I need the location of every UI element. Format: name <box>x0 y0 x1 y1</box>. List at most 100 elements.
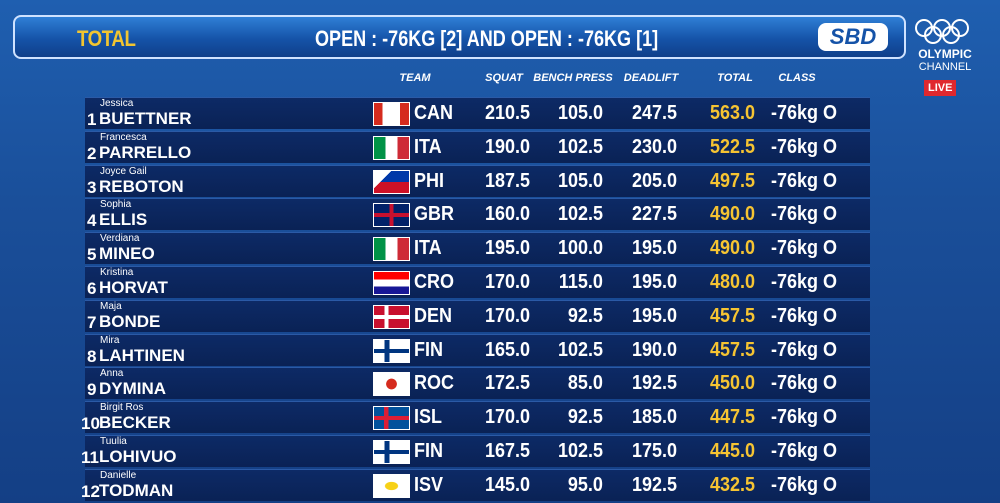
table-row: 2 Francesca PARRELLO ITA 190.0 102.5 230.0 522.… <box>85 130 870 163</box>
bench-press: 115.0 <box>558 271 603 293</box>
last-name: PARRELLO <box>99 142 192 162</box>
last-name: LAHTINEN <box>99 345 185 365</box>
first-name: Birgit Ros <box>100 402 144 414</box>
deadlift: 195.0 <box>631 271 677 293</box>
squat: 170.0 <box>484 304 530 327</box>
column-header: DEADLIFT <box>623 72 679 84</box>
team: FIN <box>414 440 443 462</box>
bench-press: 100.0 <box>557 237 603 260</box>
class: -76kg O <box>771 440 838 462</box>
flag <box>373 271 410 295</box>
deadlift: 185.0 <box>631 406 677 429</box>
event-name: OPEN : -76KG [2] AND OPEN : -76KG [1] <box>315 26 659 51</box>
rank: 5 <box>87 245 97 265</box>
class: -76kg O <box>771 271 838 293</box>
flag <box>373 304 410 329</box>
class: -76kg O <box>771 304 838 327</box>
first-name: Mira <box>100 334 120 346</box>
table-row: 10 Birgit Ros BECKER ISL 170.0 92.5 185.0 447.5… <box>81 401 870 434</box>
table-row: 7 Maja BONDE DEN 170.0 92.5 195.0 457.5 -76kg O <box>85 299 870 332</box>
flag <box>373 135 410 160</box>
table-row: 4 Sophia ELLIS GBR 160.0 102.5 227.5 490.0 -76kg… <box>85 198 870 231</box>
total: 497.5 <box>709 169 755 192</box>
team: ITA <box>414 135 442 158</box>
bench-press: 85.0 <box>567 372 603 395</box>
team: ROC <box>414 372 455 395</box>
total: 450.0 <box>709 372 755 395</box>
team: ITA <box>414 237 442 260</box>
live-badge: LIVE <box>924 80 957 96</box>
team: ISV <box>414 473 444 496</box>
first-name: Sophia <box>100 199 132 211</box>
column-header: BENCH PRESS <box>533 72 613 84</box>
last-name: REBOTON <box>99 176 184 196</box>
first-name: Kristina <box>100 267 134 278</box>
last-name: TODMAN <box>99 480 174 500</box>
first-name: Verdiana <box>100 233 140 245</box>
class: -76kg O <box>771 169 838 192</box>
table-row: 1 Jessica BUETTNER CAN 210.5 105.0 247.5 563.0-… <box>85 97 870 129</box>
class: -76kg O <box>771 406 838 429</box>
total: 457.5 <box>709 338 755 361</box>
rank: 2 <box>87 143 97 163</box>
squat: 167.5 <box>484 440 530 462</box>
rank: 3 <box>87 177 97 197</box>
first-name: Joyce Gail <box>100 165 147 177</box>
bench-press: 105.0 <box>557 102 603 124</box>
last-name: HORVAT <box>99 278 168 297</box>
last-name: LOHIVUO <box>99 447 177 466</box>
squat: 172.5 <box>484 372 530 395</box>
first-name: Francesca <box>100 131 147 143</box>
class: -76kg O <box>771 338 838 361</box>
deadlift: 190.0 <box>631 338 677 361</box>
column-header: TOTAL <box>717 72 753 84</box>
squat: 187.5 <box>484 169 530 192</box>
team: GBR <box>414 203 455 226</box>
bench-press: 95.0 <box>567 473 603 496</box>
table-row: 9 Anna DYMINA ROC 172.5 85.0 192.5 450.0 -76kg O <box>85 367 870 400</box>
total: 490.0 <box>709 203 755 226</box>
olympic-rings <box>915 19 969 44</box>
last-name: DYMINA <box>99 379 167 399</box>
deadlift: 192.5 <box>631 372 677 395</box>
first-name: Tuulia <box>100 436 127 447</box>
first-name: Jessica <box>100 98 134 109</box>
squat: 170.0 <box>484 406 530 429</box>
column-header: TEAM <box>399 72 431 84</box>
column-header: CLASS <box>778 72 816 84</box>
rank: 10 <box>81 414 100 434</box>
last-name: BECKER <box>99 413 171 433</box>
flag <box>373 203 410 228</box>
bench-press: 102.5 <box>557 203 603 226</box>
bench-press: 102.5 <box>557 440 603 462</box>
deadlift: 195.0 <box>631 304 677 327</box>
first-name: Danielle <box>100 469 137 481</box>
sponsor-logo: SBD <box>818 23 888 51</box>
title: TOTAL <box>77 26 136 51</box>
rank: 8 <box>87 346 97 366</box>
flag <box>373 372 410 397</box>
channel-name: OLYMPIC <box>918 47 972 61</box>
rank: 1 <box>87 110 97 129</box>
rank: 12 <box>81 481 100 501</box>
bench-press: 102.5 <box>557 135 603 158</box>
squat: 210.5 <box>484 102 530 124</box>
total: 445.0 <box>709 440 755 462</box>
deadlift: 247.5 <box>631 102 677 124</box>
squat: 165.0 <box>484 338 530 361</box>
deadlift: 195.0 <box>631 237 677 260</box>
bench-press: 105.0 <box>557 169 603 192</box>
team: FIN <box>414 338 443 361</box>
flag <box>373 473 410 498</box>
class: -76kg O <box>771 473 838 496</box>
deadlift: 227.5 <box>631 203 677 226</box>
rank: 11 <box>81 448 99 467</box>
total: 490.0 <box>709 237 755 260</box>
table-row: 6 Kristina HORVAT CRO 170.0 115.0 195.0 480.0 -7… <box>85 266 870 298</box>
class: -76kg O <box>771 102 838 124</box>
last-name: BUETTNER <box>99 109 192 128</box>
channel-name: CHANNEL <box>918 61 972 73</box>
table-row: 5 Verdiana MINEO ITA 195.0 100.0 195.0 490.0 -76… <box>85 232 870 265</box>
total: 432.5 <box>709 473 755 496</box>
